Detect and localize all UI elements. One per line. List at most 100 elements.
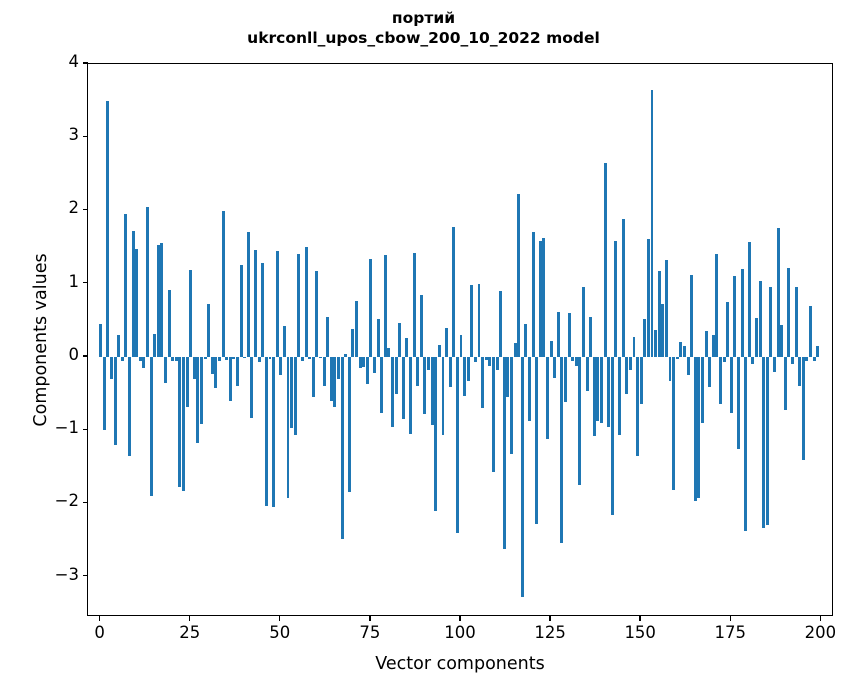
plot-area — [87, 63, 833, 616]
x-tick-mark — [819, 616, 822, 621]
bar — [156, 244, 160, 357]
bar — [693, 356, 697, 501]
x-tick-label: 175 — [714, 623, 747, 642]
bar — [239, 265, 243, 357]
bar — [228, 356, 232, 401]
bar — [538, 241, 542, 357]
bar — [99, 324, 103, 357]
bar — [218, 356, 222, 361]
bar — [542, 238, 546, 357]
bar — [250, 356, 254, 419]
bar — [214, 356, 218, 388]
bar — [452, 226, 456, 357]
chart-title: портий ukrconll_upos_cbow_200_10_2022 mo… — [0, 8, 847, 48]
bar — [556, 311, 560, 357]
bar — [434, 356, 438, 511]
bar — [120, 356, 124, 361]
bar — [383, 255, 387, 357]
bar — [232, 356, 236, 360]
bar — [589, 316, 593, 357]
bar — [412, 252, 416, 357]
y-tick-mark — [83, 355, 88, 357]
bar — [304, 247, 308, 357]
bar — [445, 327, 449, 357]
x-tick-label: 125 — [534, 623, 566, 642]
bar — [427, 356, 431, 371]
bar — [376, 318, 380, 357]
bar — [484, 356, 488, 360]
x-tick-mark — [189, 616, 191, 621]
x-tick-mark — [459, 616, 461, 621]
bar — [142, 356, 146, 368]
x-tick-label: 25 — [179, 623, 201, 642]
bar — [755, 318, 758, 357]
bar — [603, 162, 607, 357]
bar — [618, 356, 622, 435]
bar — [315, 270, 319, 357]
bar — [398, 323, 402, 357]
x-tick-label: 200 — [804, 623, 837, 642]
bar — [300, 356, 304, 361]
x-tick-label: 75 — [359, 623, 381, 642]
bar — [290, 356, 294, 429]
bar — [679, 341, 683, 357]
bar — [351, 329, 355, 357]
bar — [182, 356, 185, 491]
bar — [264, 356, 268, 507]
bar — [776, 228, 780, 357]
y-tick-label: 3 — [68, 125, 80, 145]
bar — [210, 356, 214, 374]
bar — [243, 356, 247, 359]
bar — [682, 345, 686, 357]
y-tick-mark — [83, 62, 88, 64]
bar — [196, 356, 200, 444]
bar — [254, 250, 258, 357]
bar — [174, 356, 178, 361]
bar — [592, 356, 596, 437]
bar — [744, 356, 748, 532]
bar — [805, 356, 809, 362]
bar — [189, 269, 193, 357]
bar — [726, 302, 730, 357]
bar — [405, 337, 409, 357]
bar — [729, 356, 733, 413]
y-tick-mark — [83, 135, 88, 137]
bar — [794, 286, 798, 357]
bar — [527, 356, 531, 421]
bar — [535, 356, 539, 524]
bar — [391, 356, 394, 427]
bar — [261, 263, 265, 357]
bar — [546, 356, 549, 439]
bar — [318, 356, 322, 359]
bar — [106, 100, 110, 357]
bar — [336, 356, 340, 379]
bar — [654, 329, 658, 357]
bar — [791, 356, 795, 365]
bar — [578, 356, 582, 486]
bar — [135, 248, 139, 357]
bar — [246, 232, 250, 357]
bar — [614, 241, 618, 357]
bar — [329, 356, 333, 401]
bar — [279, 356, 283, 376]
bar — [470, 285, 474, 357]
bar — [531, 231, 535, 357]
bar — [192, 356, 196, 379]
bar — [203, 356, 207, 360]
bar — [171, 356, 175, 362]
bar — [708, 356, 712, 387]
bar — [636, 356, 640, 456]
bar — [145, 206, 149, 357]
bar — [751, 356, 755, 365]
bar — [347, 356, 351, 492]
bar — [387, 348, 391, 357]
bar — [477, 283, 481, 357]
bar — [700, 356, 704, 423]
x-tick-mark — [98, 616, 101, 621]
bar — [661, 304, 665, 357]
bar — [293, 356, 297, 436]
bar — [675, 356, 679, 360]
bar — [524, 324, 528, 357]
bar — [380, 356, 384, 414]
x-tick-label: 150 — [624, 623, 656, 642]
